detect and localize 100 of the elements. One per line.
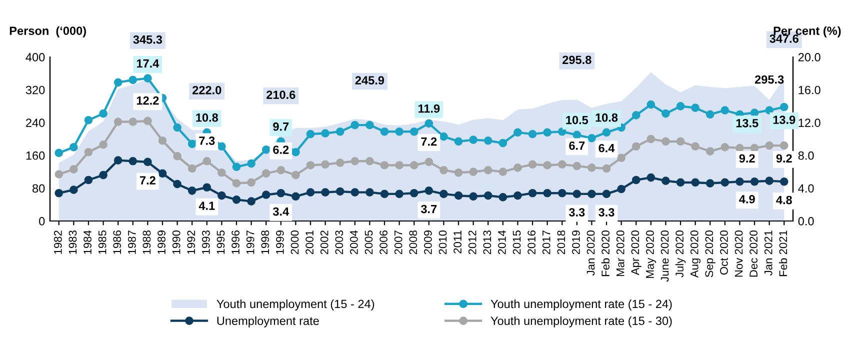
x-tick-label: 1987	[128, 230, 136, 254]
data-label: 4.9	[739, 195, 755, 204]
y2-tick-label: 16.0	[798, 86, 820, 94]
point	[54, 188, 64, 198]
x-tick-label: Apr 2020	[631, 230, 642, 276]
point	[84, 176, 93, 184]
point	[54, 148, 64, 158]
x-tick-label: 1988	[142, 230, 151, 254]
y-tick-label: 400	[26, 53, 45, 62]
point	[70, 165, 78, 174]
point	[410, 161, 418, 170]
x-tick-label: 2015	[512, 230, 521, 254]
point	[632, 111, 640, 120]
point	[202, 156, 212, 166]
point	[454, 168, 463, 177]
y2-tick-label: 0.0	[798, 217, 814, 226]
x-tick-label: 2003	[335, 230, 344, 254]
point	[173, 152, 182, 160]
x-tick-label: 1998	[261, 230, 270, 254]
data-label: 6.7	[569, 141, 585, 150]
point	[528, 130, 537, 138]
legend-label: Youth unemployment (15 - 24)	[216, 299, 374, 310]
data-label: 13.5	[736, 118, 758, 128]
point	[498, 168, 508, 176]
point	[765, 176, 774, 185]
point	[410, 127, 418, 136]
point	[632, 176, 640, 184]
data-label: 9.2	[739, 154, 755, 163]
x-tick-label: 1984	[84, 230, 92, 254]
point	[632, 142, 640, 151]
point	[410, 188, 418, 198]
point	[780, 102, 788, 112]
point	[454, 137, 463, 146]
point	[292, 192, 300, 201]
point	[321, 129, 330, 138]
point	[558, 127, 566, 136]
point	[128, 76, 138, 84]
point	[366, 120, 374, 130]
data-label: 7.2	[140, 176, 156, 184]
point	[498, 193, 508, 202]
x-tick-label: 2014	[498, 230, 506, 254]
point	[543, 161, 552, 170]
x-tick-label: 2001	[306, 230, 314, 254]
data-label: 7.2	[421, 137, 437, 146]
point	[144, 158, 152, 166]
point	[662, 137, 670, 146]
point	[750, 108, 759, 117]
point	[676, 137, 685, 146]
x-tick-label: 1982	[54, 230, 62, 254]
point	[158, 169, 167, 178]
x-tick-label: 2006	[380, 230, 388, 254]
point	[720, 143, 730, 152]
point	[484, 136, 492, 145]
x-tick-label: May 2020	[646, 230, 656, 278]
data-label: 17.4	[136, 59, 160, 68]
x-tick-label: 1990	[172, 230, 180, 254]
data-label: 4.8	[776, 196, 792, 204]
data-label: 295.8	[562, 56, 592, 64]
point	[276, 188, 286, 198]
point	[588, 164, 596, 172]
point	[114, 118, 122, 126]
point	[424, 186, 434, 195]
point	[188, 140, 196, 148]
x-tick-label: Jan 2021	[764, 230, 772, 276]
point	[114, 156, 122, 164]
point	[262, 190, 270, 199]
point	[232, 179, 241, 188]
x-tick-label: 1989	[158, 230, 166, 254]
point	[469, 168, 478, 176]
point	[350, 188, 360, 196]
point	[247, 197, 256, 206]
point	[558, 188, 566, 198]
point	[706, 179, 714, 188]
point	[736, 177, 744, 186]
data-label: 11.9	[418, 104, 440, 113]
point	[454, 191, 463, 200]
point	[292, 148, 300, 156]
legend-label: Youth unemployment rate (15 - 24)	[490, 299, 672, 310]
point	[676, 178, 685, 187]
data-label: 13.9	[773, 116, 796, 124]
x-tick-label: Oct 2020	[720, 230, 728, 275]
x-tick-label: 2009	[424, 230, 432, 254]
point	[218, 168, 226, 177]
y2-tick-label: 4.0	[798, 184, 814, 193]
point	[366, 156, 374, 166]
point	[70, 143, 78, 152]
point	[528, 160, 537, 169]
point	[218, 142, 226, 151]
point	[588, 190, 596, 198]
point	[232, 162, 241, 172]
point	[469, 192, 478, 201]
point	[484, 191, 492, 200]
x-tick-label: 1992	[187, 230, 196, 254]
point	[395, 127, 404, 136]
point	[498, 138, 508, 148]
point	[514, 191, 522, 200]
point	[128, 118, 138, 126]
y-tick-label: 0	[39, 217, 45, 226]
point	[114, 78, 122, 87]
point	[188, 186, 196, 195]
